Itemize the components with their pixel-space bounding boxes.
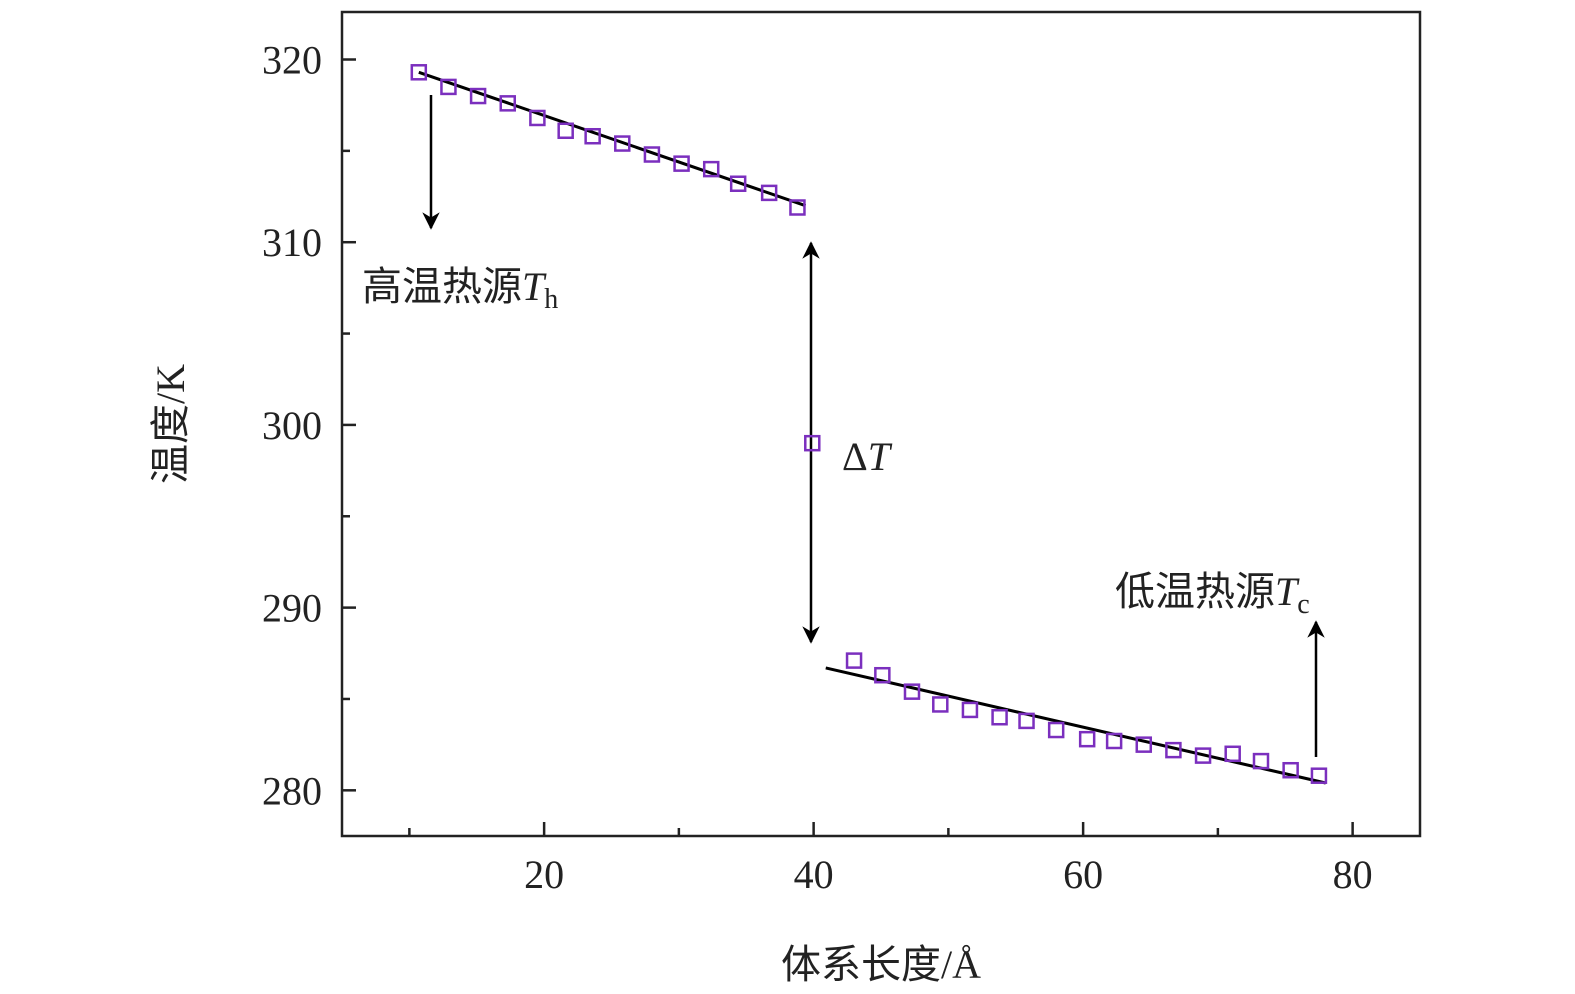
annotation-sub: h <box>544 284 558 315</box>
plot-frame <box>340 10 1422 838</box>
x-tick-label: 20 <box>524 852 564 897</box>
marker <box>1252 752 1270 770</box>
y-axis-label: 温度/K <box>148 364 193 484</box>
fit-line <box>825 666 1327 785</box>
marker <box>1310 767 1328 784</box>
marker <box>410 64 428 81</box>
marker <box>874 666 891 684</box>
annotation: 低温热源Tc <box>1115 569 1310 620</box>
marker <box>961 701 979 719</box>
annotation-text: Δ <box>842 434 868 479</box>
annotation: ΔT <box>842 434 893 479</box>
marker <box>1047 721 1065 739</box>
marker <box>557 122 574 140</box>
y-tick-label: 280 <box>262 768 322 813</box>
annotation-text: 高温热源 <box>362 264 522 309</box>
marker <box>845 652 863 669</box>
annotation: 高温热源Th <box>362 264 558 315</box>
marker <box>584 127 601 145</box>
annotation-text: 低温热源 <box>1115 569 1275 614</box>
marker <box>440 78 457 96</box>
marker <box>1078 730 1096 748</box>
annotation-sub: c <box>1297 589 1309 620</box>
y-tick-label: 290 <box>262 586 322 631</box>
marker <box>1224 745 1241 763</box>
marker <box>804 434 821 452</box>
marker <box>903 683 921 700</box>
marker <box>1282 761 1299 779</box>
marker <box>643 146 661 163</box>
marker <box>499 95 516 112</box>
marker <box>1135 736 1153 753</box>
marker <box>991 708 1008 726</box>
y-tick-label: 320 <box>262 38 322 83</box>
marker <box>932 696 949 713</box>
marker <box>614 135 631 152</box>
marker <box>760 184 778 202</box>
marker <box>1194 747 1212 764</box>
marker <box>1165 741 1182 759</box>
x-tick-label: 80 <box>1333 852 1373 897</box>
marker <box>1018 712 1035 730</box>
marker <box>789 199 806 216</box>
marker <box>673 155 690 172</box>
annotation-var: T <box>522 264 547 309</box>
marker <box>702 160 720 178</box>
x-tick-label: 40 <box>794 852 834 897</box>
marker <box>469 87 487 105</box>
marker <box>729 175 747 192</box>
annotation-var: T <box>868 434 893 479</box>
y-tick-label: 300 <box>262 403 322 448</box>
marker <box>529 109 546 127</box>
y-tick-label: 310 <box>262 220 322 265</box>
x-tick-label: 60 <box>1063 852 1103 897</box>
x-axis-label: 体系长度/Å <box>781 942 981 987</box>
fit-line <box>418 70 807 208</box>
annotation-var: T <box>1275 569 1300 614</box>
marker <box>1105 732 1123 750</box>
